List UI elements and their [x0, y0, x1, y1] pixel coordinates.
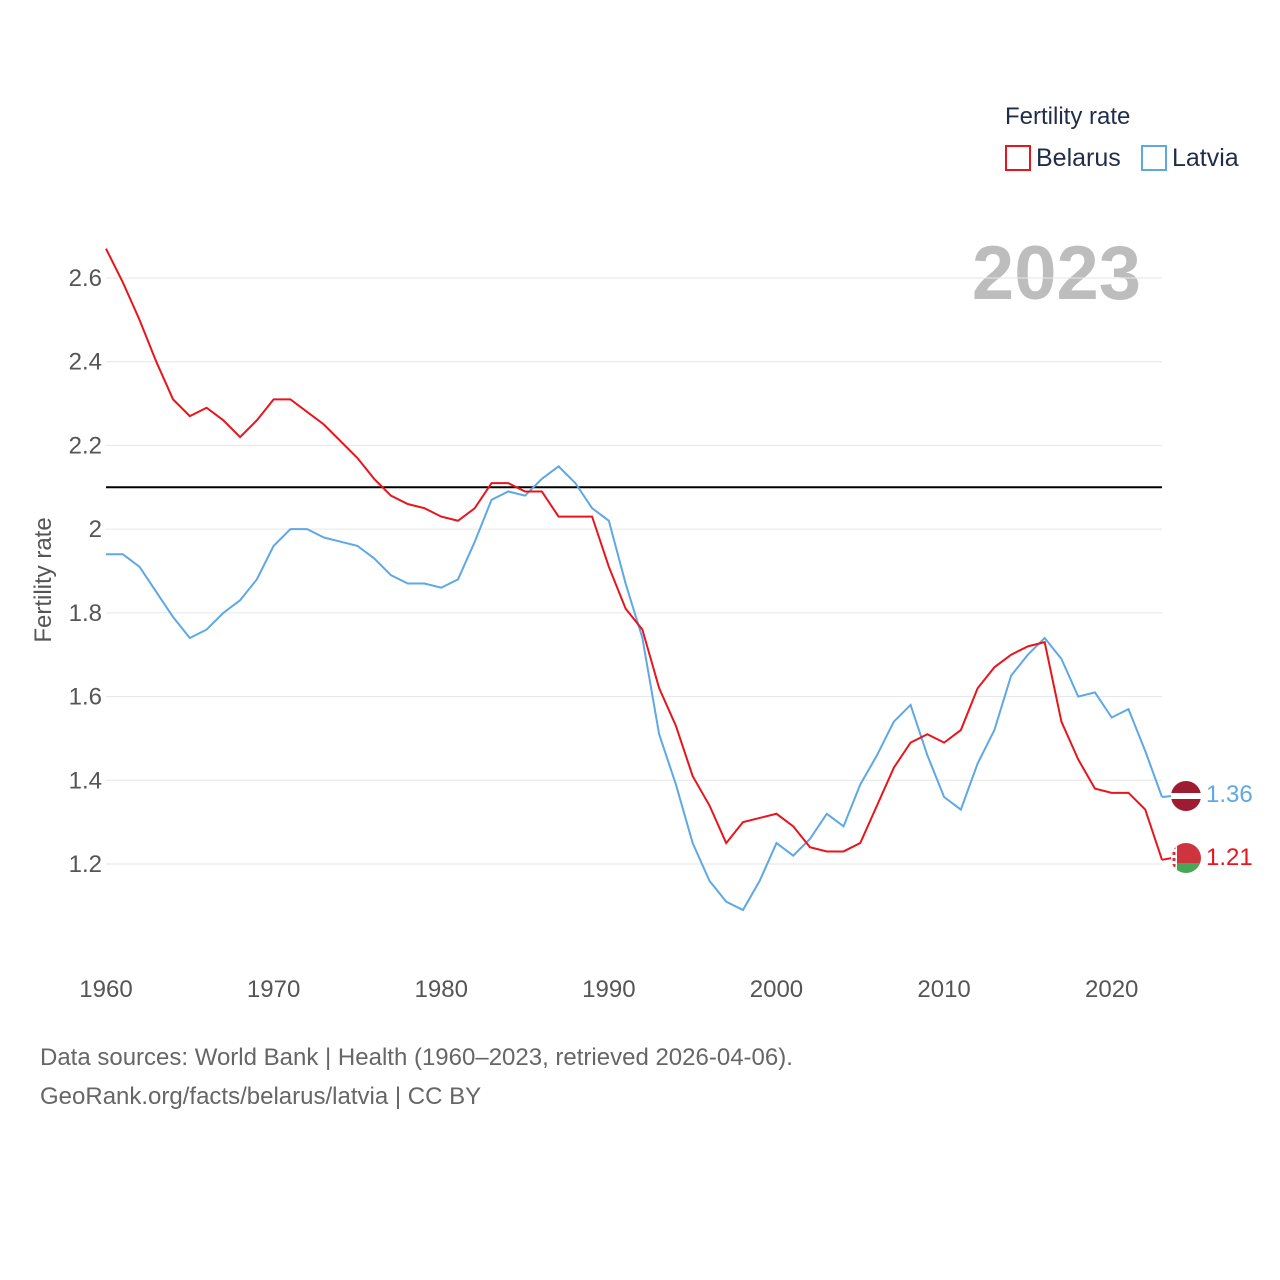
y-tick-label: 2.4	[69, 349, 102, 376]
end-value-latvia: 1.36	[1206, 781, 1253, 808]
legend-label-latvia[interactable]: Latvia	[1172, 144, 1239, 172]
legend-swatch-belarus[interactable]	[1005, 145, 1031, 171]
gridlines	[106, 277, 1162, 865]
x-tick-label: 1960	[79, 976, 132, 1003]
y-tick-label: 2.6	[69, 265, 102, 292]
footer-attribution[interactable]: GeoRank.org/facts/belarus/latvia | CC BY	[40, 1083, 482, 1110]
footer-sources: Data sources: World Bank | Health (1960–…	[40, 1044, 793, 1071]
x-tick-label: 2010	[917, 976, 970, 1003]
x-tick-label: 2000	[750, 976, 803, 1003]
x-tick-label: 1990	[582, 976, 635, 1003]
x-axis-ticks: 1960 1970 1980 1990 2000 2010 2020	[79, 976, 1138, 1003]
x-tick-label: 2020	[1085, 976, 1138, 1003]
legend-title: Fertility rate	[1005, 103, 1130, 130]
legend-label-belarus[interactable]: Belarus	[1036, 144, 1121, 172]
x-tick-label: 1970	[247, 976, 300, 1003]
legend-swatch-latvia[interactable]	[1141, 145, 1167, 171]
latvia-flag-icon	[1171, 781, 1201, 811]
y-axis-title: Fertility rate	[30, 517, 57, 642]
y-tick-label: 1.2	[69, 851, 102, 878]
y-tick-label: 2	[89, 516, 102, 543]
end-value-belarus: 1.21	[1206, 844, 1253, 871]
series-line-belarus[interactable]	[105, 248, 1163, 861]
series-line-latvia[interactable]	[106, 465, 1163, 912]
y-tick-label: 1.8	[69, 600, 102, 627]
belarus-flag-icon	[1171, 843, 1201, 873]
current-year-label: 2023	[972, 231, 1141, 316]
y-tick-label: 1.4	[69, 767, 102, 794]
end-connector-belarus	[1161, 857, 1173, 861]
y-tick-label: 2.2	[69, 432, 102, 459]
end-connector-latvia	[1161, 795, 1173, 799]
y-axis-ticks: 1.2 1.4 1.6 1.8 2 2.2 2.4 2.6	[69, 265, 102, 878]
x-tick-label: 1980	[415, 976, 468, 1003]
y-tick-label: 1.6	[69, 684, 102, 711]
